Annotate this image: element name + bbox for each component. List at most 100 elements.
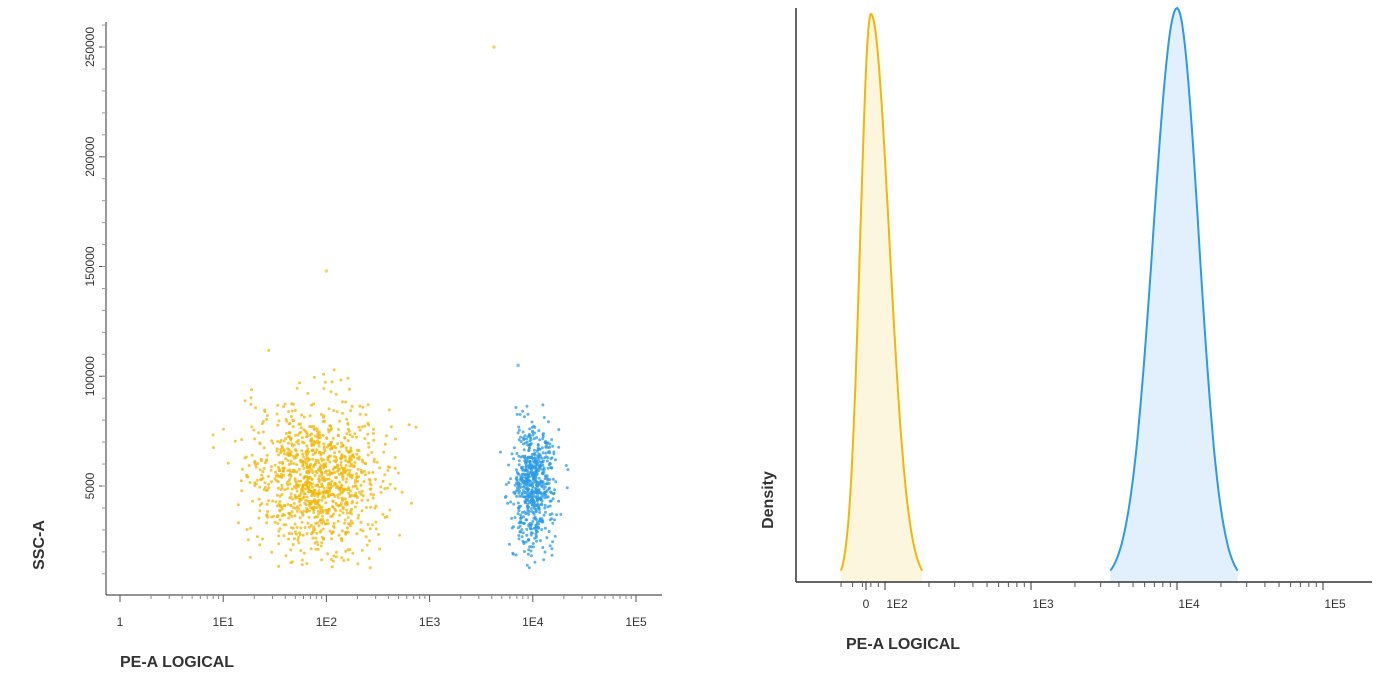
scatter-point [348,449,352,452]
scatter-point [291,402,295,406]
scatter-point [519,440,523,444]
scatter-point [261,430,265,434]
scatter-point [533,517,537,520]
scatter-point [239,479,243,483]
scatter-point [344,480,348,484]
scatter-point [345,468,349,472]
scatter-point [317,477,321,481]
scatter-point [306,521,310,525]
scatter-point [275,504,279,508]
scatter-point [286,435,290,439]
scatter-point [515,452,519,455]
scatter-point [537,429,541,433]
scatter-point [307,477,310,481]
scatter-point [551,477,555,481]
scatter-point [537,476,541,480]
scatter-point [260,473,264,477]
scatter-point [326,552,330,556]
scatter-point [520,528,524,531]
scatter-point [524,479,528,483]
scatter-point [549,490,553,494]
scatter-point [363,473,367,477]
scatter-point [286,459,290,462]
scatter-point [537,522,540,526]
scatter-point [339,537,343,541]
scatter-point [318,504,322,508]
scatter-point [524,500,528,504]
scatter-point [255,535,259,539]
scatter-point [553,488,557,492]
scatter-point [526,483,530,487]
scatter-point [353,461,357,464]
scatter-point [293,514,297,518]
scatter-point [538,539,542,543]
scatter-point [288,422,292,426]
scatter-point [332,524,335,528]
scatter-point [298,431,302,435]
scatter-point [382,450,386,454]
scatter-point [289,415,293,418]
scatter-point [504,483,508,486]
scatter-point [326,455,330,459]
scatter-point [375,460,379,464]
scatter-point [226,461,230,465]
scatter-point [305,495,309,499]
histogram-x-tick-label: 1E4 [1178,597,1200,611]
scatter-point [365,543,369,547]
scatter-point [315,427,319,431]
scatter-point [280,444,284,448]
scatter-point [340,556,344,560]
scatter-point [355,501,359,505]
scatter-point [339,378,343,382]
scatter-point [355,452,359,456]
scatter-point [340,400,344,404]
scatter-point [294,480,298,484]
scatter-point [307,515,311,519]
scatter-point [371,523,374,527]
scatter-point [517,463,521,467]
scatter-point [519,435,522,439]
scatter-point [254,482,258,486]
scatter-point [290,444,294,448]
scatter-point [517,438,521,442]
scatter-point [322,447,326,451]
scatter-point [531,542,535,545]
scatter-point [377,533,380,536]
scatter-point [536,454,540,458]
scatter-point [293,448,297,452]
scatter-point [298,381,301,385]
scatter-point [311,536,315,540]
scatter-point [253,437,257,441]
scatter-point [286,441,290,445]
scatter-point [372,427,375,431]
scatter-point [258,441,262,445]
scatter-point [372,457,376,461]
scatter-point [295,440,299,444]
scatter-point [531,491,535,495]
scatter-point [371,471,375,474]
scatter-point [533,560,537,564]
scatter-point [532,505,536,509]
scatter-point [537,506,541,510]
scatter-point [353,432,357,436]
scatter-point [360,509,364,513]
scatter-point [309,481,313,485]
scatter-point [541,403,545,407]
scatter-point [348,524,352,528]
scatter-point [282,439,286,443]
scatter-point [542,468,546,472]
scatter-point [357,513,361,517]
scatter-point [534,529,538,533]
scatter-point [367,445,371,449]
scatter-point [372,432,375,435]
scatter-point [535,539,539,543]
scatter-point [527,566,531,570]
scatter-point [282,534,286,538]
scatter-point [341,499,344,502]
scatter-point [526,455,530,459]
scatter-point [519,478,522,482]
scatter-point [250,388,253,392]
scatter-point [332,512,335,516]
scatter-point [344,446,348,450]
scatter-point [368,482,372,485]
